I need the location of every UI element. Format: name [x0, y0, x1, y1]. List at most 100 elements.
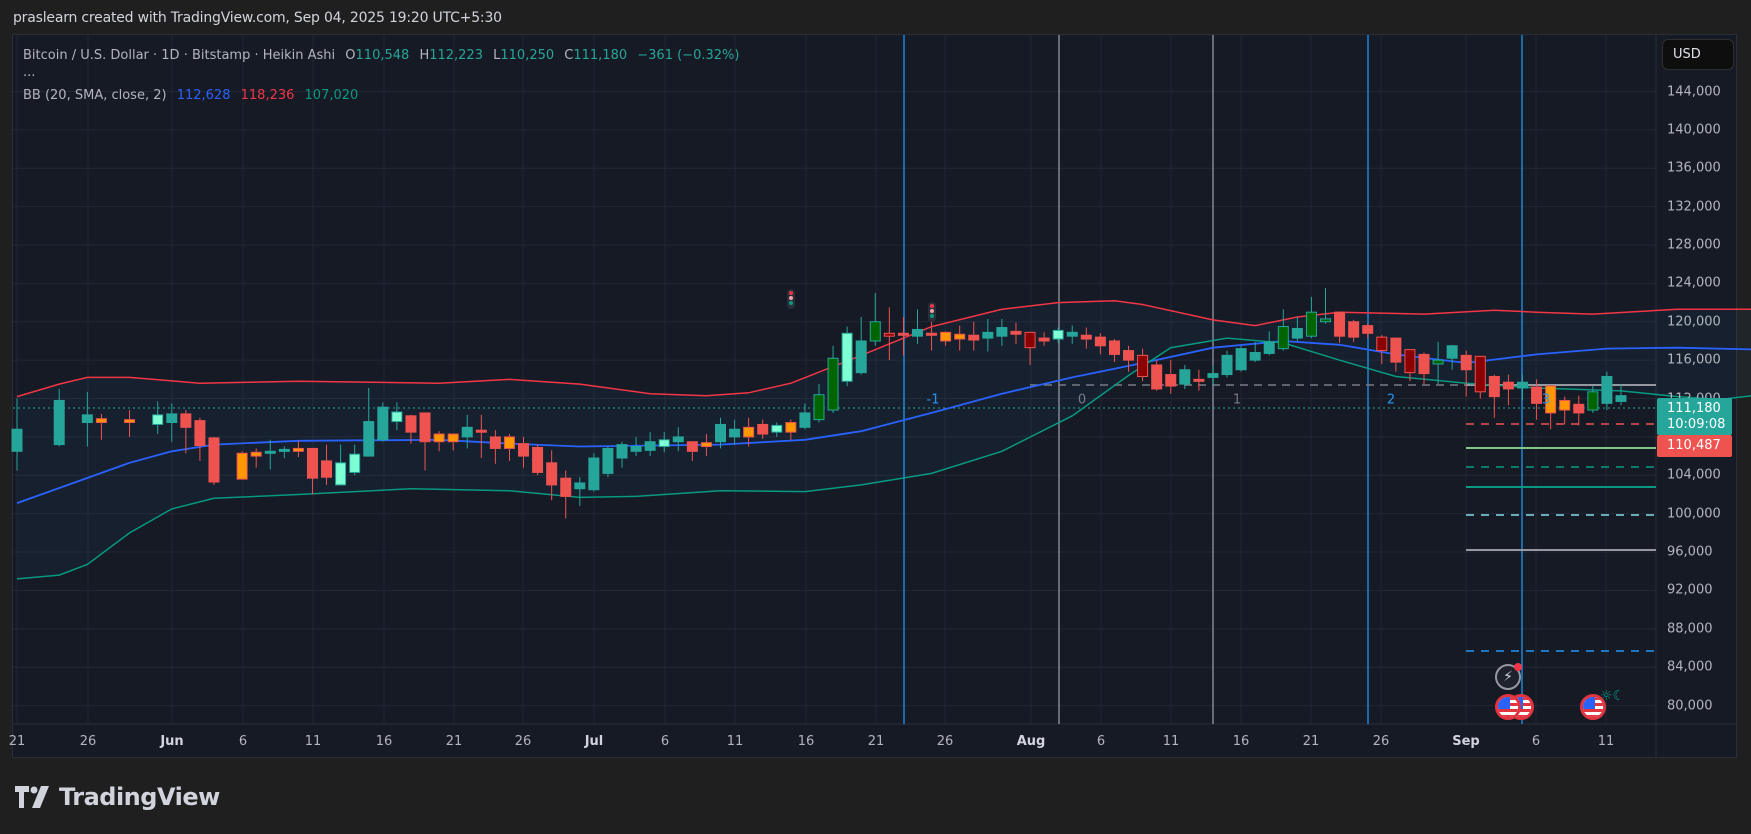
last-price-value: 111,180 — [1667, 401, 1721, 416]
symbol-legend-row: Bitcoin / U.S. Dollar · 1D · Bitstamp · … — [23, 48, 740, 63]
tradingview-logo[interactable]: TradingView — [15, 782, 220, 812]
candle-body — [588, 457, 600, 491]
price-axis-label: 132,000 — [1667, 199, 1721, 215]
bar-countdown: 10:09:08 — [1667, 417, 1726, 432]
level-price-tag: 110,487 — [1657, 435, 1732, 457]
time-axis-label: 6 — [238, 734, 248, 749]
time-axis-label: 6 — [1096, 734, 1106, 749]
candle-body — [1573, 403, 1585, 414]
candle-body — [940, 331, 952, 342]
candle-body — [926, 332, 938, 336]
candle-body — [1545, 385, 1557, 414]
candle-body — [869, 321, 881, 342]
price-axis-label: 128,000 — [1667, 237, 1721, 253]
candle-body — [11, 428, 23, 452]
candle-body — [982, 331, 994, 339]
candle-body — [1052, 329, 1064, 340]
candle-body — [602, 447, 614, 474]
candle-body — [686, 441, 698, 452]
candle-body — [1404, 349, 1416, 374]
candle-body — [1531, 386, 1543, 404]
cycle-label: 3 — [1541, 392, 1551, 408]
candle-body — [180, 413, 192, 428]
candle-body — [264, 450, 276, 454]
price-axis-label: 140,000 — [1667, 122, 1721, 138]
candle-body — [1010, 330, 1022, 335]
candle-body — [1038, 337, 1050, 342]
candle-body — [729, 428, 741, 438]
currency-button[interactable]: USD — [1662, 39, 1734, 70]
breaking-news-icon[interactable]: ⚡ — [1495, 663, 1522, 690]
candle-body — [377, 406, 389, 441]
candle-body — [1516, 381, 1528, 389]
bb-indicator-title[interactable]: BB (20, SMA, close, 2) — [23, 88, 167, 103]
candle-body — [1080, 334, 1092, 340]
candle-body — [447, 433, 459, 443]
chart-legend: Bitcoin / U.S. Dollar · 1D · Bitstamp · … — [23, 45, 739, 106]
time-axis-label: 21 — [1302, 734, 1320, 749]
candle-body — [560, 477, 572, 497]
candle-body — [616, 444, 628, 459]
price-axis-label: 120,000 — [1667, 314, 1721, 330]
candle-body — [883, 332, 895, 337]
chart-pane[interactable] — [12, 34, 1737, 758]
time-axis-label: 11 — [726, 734, 744, 749]
candle-body — [461, 426, 473, 438]
candle-body — [785, 422, 797, 433]
us-event-flag-icon[interactable] — [1580, 694, 1606, 720]
candle-body — [1320, 318, 1332, 323]
candle-body — [1390, 337, 1402, 363]
candle-body — [1277, 326, 1289, 350]
candle-body — [489, 436, 501, 449]
cycle-label: 2 — [1386, 392, 1396, 408]
candle-body — [1432, 359, 1444, 365]
candle-body — [757, 423, 769, 435]
symbol-title[interactable]: Bitcoin / U.S. Dollar · 1D · Bitstamp · … — [23, 48, 336, 63]
candle-body — [1446, 345, 1458, 359]
time-axis-label: 11 — [1162, 734, 1180, 749]
candle-body — [1235, 348, 1247, 371]
candle-body — [1024, 331, 1036, 349]
cycle-label: 0 — [1077, 392, 1087, 408]
candle-body — [166, 413, 178, 424]
candle-body — [1263, 341, 1275, 354]
candle-body — [124, 419, 136, 424]
us-event-flag-icon[interactable] — [1495, 694, 1521, 720]
change-value: −361 (−0.32%) — [637, 48, 740, 63]
candle-body — [644, 441, 656, 451]
candle-body — [306, 447, 318, 479]
candle-body — [1193, 378, 1205, 382]
candle-body — [1094, 336, 1106, 347]
candle-body — [1418, 353, 1430, 375]
open-value: 110,548 — [355, 48, 410, 63]
low-value: 110,250 — [500, 48, 555, 63]
time-axis-label: 21 — [445, 734, 463, 749]
candle-body — [1601, 375, 1613, 404]
candle-body — [1066, 331, 1078, 337]
candle-body — [1291, 327, 1303, 339]
price-axis-label: 80,000 — [1667, 698, 1713, 714]
candle-body — [1108, 340, 1120, 355]
candle-body — [700, 442, 712, 448]
candle-body — [827, 357, 839, 411]
bollinger-band-fill — [17, 300, 1751, 579]
candle-body — [630, 446, 642, 452]
candle-body — [715, 423, 726, 443]
candle-body — [743, 426, 755, 438]
candle-body — [391, 411, 403, 423]
bb-lower-value: 107,020 — [304, 88, 359, 103]
legend-more-button[interactable]: ... — [23, 65, 36, 80]
candle-body — [1362, 325, 1374, 334]
time-axis-label: Jul — [584, 734, 604, 749]
price-axis-label: 84,000 — [1667, 659, 1713, 675]
candle-body — [53, 399, 65, 446]
bb-basis-value: 112,628 — [176, 88, 231, 103]
time-axis-label: Sep — [1452, 734, 1480, 749]
candle-body — [349, 453, 361, 473]
time-axis-label: Aug — [1016, 734, 1046, 749]
candle-body — [1221, 354, 1233, 376]
candle-body — [1474, 355, 1486, 393]
candle-body — [1615, 395, 1627, 402]
bb-upper-line — [16, 299, 1751, 398]
